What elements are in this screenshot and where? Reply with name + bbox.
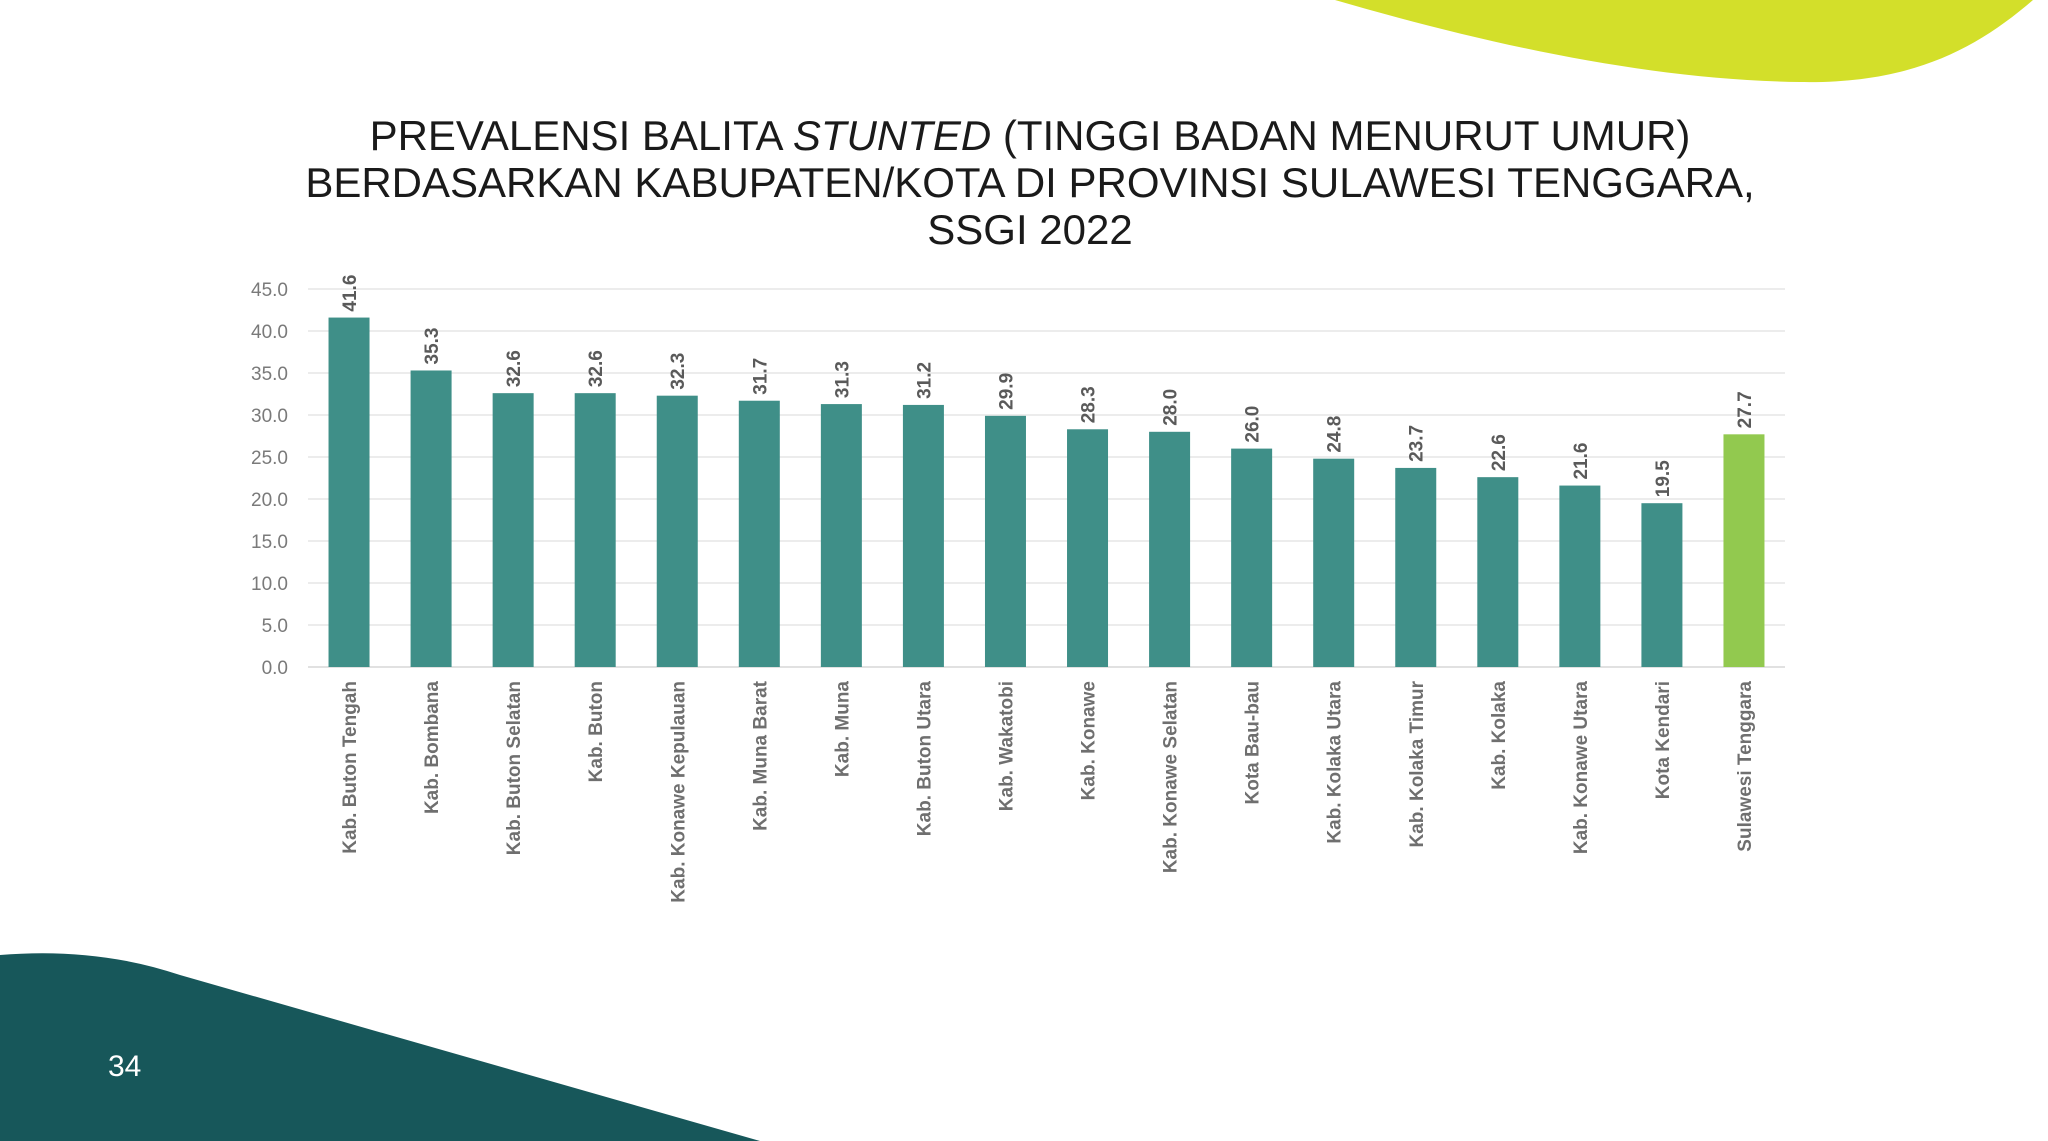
bar: [1231, 448, 1273, 667]
x-tick-label: Kab. Buton Selatan: [504, 681, 525, 855]
bar-value-label: 31.3: [832, 361, 853, 398]
chart-title-line-3: SSGI 2022: [927, 206, 1133, 253]
gridlines: [308, 288, 1785, 668]
x-tick-label: Kab. Bombana: [422, 681, 443, 814]
x-tick-label: Kab. Muna: [832, 681, 853, 777]
bar: [1395, 467, 1437, 667]
bar-value-label: 31.2: [914, 362, 935, 399]
x-tick-label: Kab. Konawe Utara: [1571, 681, 1592, 855]
y-tick-label: 25.0: [251, 448, 288, 469]
x-tick-label: Kota Bau-bau: [1243, 681, 1264, 805]
top-right-wave-shape: [1335, 0, 2033, 83]
bar: [820, 404, 862, 667]
bar-value-label: 24.8: [1325, 416, 1346, 453]
bar-value-label: 32.6: [586, 350, 607, 387]
x-tick-label: Kab. Kolaka Utara: [1325, 681, 1346, 844]
bar-value-label: 32.3: [668, 353, 689, 390]
bar: [574, 393, 616, 667]
x-tick-label: Kab. Muna Barat: [750, 680, 771, 831]
bar-value-label: 29.9: [996, 373, 1017, 410]
bar: [1723, 434, 1765, 667]
bar-value-label: 22.6: [1489, 434, 1510, 471]
x-tick-label: Sulawesi Tenggara: [1735, 681, 1756, 852]
chart-title-line-1-italic: STUNTED: [792, 112, 992, 159]
page-number: 34: [108, 1050, 142, 1083]
x-tick-label: Kab. Konawe Selatan: [1161, 681, 1182, 873]
bar: [984, 415, 1026, 667]
y-axis-ticks: 0.0 5.0 10.0 15.0 20.0 25.0 30.0 35.0 40.0 45.0: [251, 280, 288, 679]
bar: [410, 370, 452, 667]
bar-value-label: 26.0: [1243, 406, 1264, 443]
bar-value-label: 21.6: [1571, 443, 1592, 480]
chart-title: PREVALENSI BALITA STUNTED (TINGGI BADAN …: [200, 112, 1860, 253]
bar-value-label: 35.3: [422, 327, 443, 364]
chart-title-line-1-end: (TINGGI BADAN MENURUT UMUR): [991, 112, 1691, 159]
bar: [1067, 429, 1109, 667]
y-tick-label: 40.0: [251, 322, 288, 343]
x-tick-label: Kab. Konawe Kepulauan: [668, 681, 689, 903]
y-tick-label: 15.0: [251, 532, 288, 553]
y-tick-label: 30.0: [251, 406, 288, 427]
bar: [328, 317, 370, 667]
x-tick-label: Kota Kendari: [1653, 681, 1674, 799]
chart-title-line-1: PREVALENSI BALITA STUNTED (TINGGI BADAN …: [200, 112, 1860, 159]
chart-title-line-2: BERDASARKAN KABUPATEN/KOTA DI PROVINSI S…: [305, 159, 1755, 206]
bar-value-labels: 41.6 35.3 32.6 32.6 32.3 31.7 31.3 31.2 29.9 28.3…: [340, 275, 1756, 498]
chart-title-line-1-start: PREVALENSI BALITA: [369, 112, 793, 159]
bar-value-label: 27.7: [1735, 391, 1756, 428]
bar-value-label: 28.3: [1079, 386, 1100, 423]
y-tick-label: 45.0: [251, 280, 288, 301]
bar: [1641, 503, 1683, 667]
x-tick-label: Kab. Wakatobi: [996, 681, 1017, 811]
bar: [1559, 485, 1601, 667]
x-tick-label: Kab. Kolaka Timur: [1407, 680, 1428, 847]
bar-value-label: 28.0: [1161, 389, 1182, 426]
x-tick-label: Kab. Konawe: [1079, 681, 1100, 800]
bar-value-label: 32.6: [504, 350, 525, 387]
bars: [328, 317, 1765, 667]
x-tick-label: Kab. Buton Utara: [914, 681, 935, 837]
y-tick-label: 0.0: [262, 658, 288, 679]
y-tick-label: 10.0: [251, 574, 288, 595]
bar: [1313, 458, 1355, 667]
bottom-left-wave-shape: [0, 953, 760, 1141]
bar: [656, 395, 698, 667]
bar: [1149, 431, 1191, 667]
x-tick-label: Kab. Kolaka: [1489, 681, 1510, 790]
bar-value-label: 23.7: [1407, 425, 1428, 462]
bar-value-label: 19.5: [1653, 460, 1674, 497]
bar-value-label: 31.7: [750, 358, 771, 395]
x-tick-label: Kab. Buton: [586, 681, 607, 782]
y-tick-label: 20.0: [251, 490, 288, 511]
bar: [492, 393, 534, 667]
bar: [738, 400, 780, 667]
bar-value-label: 41.6: [340, 275, 361, 312]
x-tick-label: Kab. Buton Tengah: [340, 681, 361, 854]
x-axis-category-labels: Kab. Buton Tengah Kab. Bombana Kab. Buton …: [340, 680, 1756, 902]
bar: [902, 404, 944, 667]
bar: [1477, 477, 1519, 667]
y-tick-label: 35.0: [251, 364, 288, 385]
y-tick-label: 5.0: [262, 616, 288, 637]
